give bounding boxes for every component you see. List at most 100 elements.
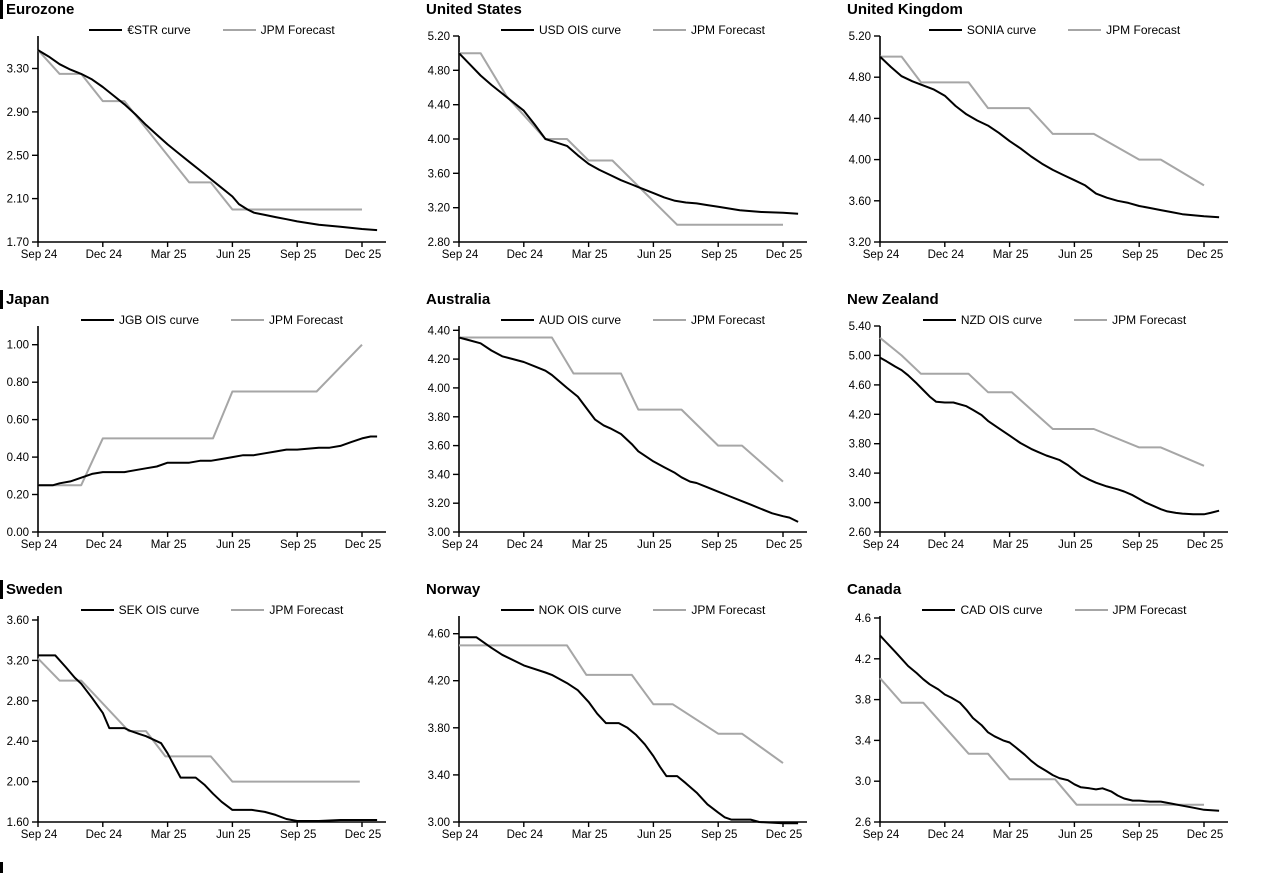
svg-text:Mar 25: Mar 25: [151, 249, 187, 261]
svg-text:2.90: 2.90: [7, 107, 29, 119]
svg-text:2.50: 2.50: [7, 150, 29, 162]
chart-legend: NOK OIS curve JPM Forecast: [459, 603, 807, 617]
svg-text:4.40: 4.40: [428, 100, 450, 112]
ois-curve-line-sample: [89, 29, 123, 31]
svg-text:Sep 25: Sep 25: [1122, 539, 1158, 551]
chart-sweden: Sweden SEK OIS curve JPM Forecast 1.60 2.…: [0, 580, 421, 873]
ois-curve-line-sample: [500, 609, 534, 611]
svg-text:Sep 25: Sep 25: [1122, 249, 1158, 261]
ois-curve-line-sample: [80, 319, 114, 321]
ois-curve-line-sample: [922, 609, 956, 611]
svg-text:4.40: 4.40: [849, 113, 871, 125]
svg-text:Sep 25: Sep 25: [701, 539, 737, 551]
svg-text:4.20: 4.20: [428, 354, 450, 366]
chart-japan: Japan JGB OIS curve JPM Forecast 0.00 0.2…: [0, 290, 421, 580]
svg-text:Sep 24: Sep 24: [21, 249, 58, 261]
svg-text:Mar 25: Mar 25: [151, 829, 187, 841]
svg-text:2.6: 2.6: [855, 817, 871, 829]
jpm-forecast-legend-label: JPM Forecast: [691, 603, 766, 617]
svg-text:4.80: 4.80: [428, 65, 450, 77]
svg-text:Dec 25: Dec 25: [1187, 539, 1223, 551]
jpm-forecast-line-sample: [653, 609, 687, 611]
svg-text:Mar 25: Mar 25: [993, 249, 1029, 261]
svg-text:Dec 24: Dec 24: [86, 829, 123, 841]
svg-text:3.40: 3.40: [428, 469, 450, 481]
chart-legend: NZD OIS curve JPM Forecast: [880, 313, 1229, 327]
svg-text:4.60: 4.60: [428, 629, 450, 641]
chart-title-row: United States: [421, 0, 842, 20]
svg-text:Mar 25: Mar 25: [572, 249, 608, 261]
jpm-forecast-line-sample: [1074, 319, 1108, 321]
svg-text:3.20: 3.20: [849, 237, 871, 249]
svg-text:Sep 24: Sep 24: [21, 829, 58, 841]
svg-text:0.00: 0.00: [7, 527, 29, 539]
svg-text:3.00: 3.00: [849, 498, 871, 510]
svg-text:3.60: 3.60: [428, 441, 450, 453]
svg-text:4.20: 4.20: [849, 409, 871, 421]
svg-text:Dec 24: Dec 24: [507, 539, 544, 551]
jpm-forecast-line-sample: [1068, 29, 1102, 31]
svg-text:Dec 24: Dec 24: [928, 829, 965, 841]
svg-text:1.70: 1.70: [7, 237, 29, 249]
jpm-forecast-legend-label: JPM Forecast: [260, 23, 335, 37]
svg-text:2.80: 2.80: [428, 237, 450, 249]
svg-text:Sep 24: Sep 24: [863, 249, 900, 261]
svg-text:Mar 25: Mar 25: [993, 829, 1029, 841]
jpm-forecast-legend-label: JPM Forecast: [269, 313, 344, 327]
chart-australia: Australia AUD OIS curve JPM Forecast 3.0…: [421, 290, 842, 580]
svg-text:4.2: 4.2: [855, 654, 871, 666]
plot-area-japan: 0.00 0.20 0.40 0.60 0.80 1.00 Sep 24 Dec 24 Mar …: [7, 326, 386, 551]
svg-text:Jun 25: Jun 25: [216, 539, 251, 551]
chart-title: United States: [426, 1, 522, 18]
chart-title-row: Canada: [842, 580, 1264, 600]
chart-title: Sweden: [6, 581, 63, 598]
svg-text:Sep 25: Sep 25: [701, 249, 737, 261]
chart-united-states: United States USD OIS curve JPM Forecast…: [421, 0, 842, 290]
svg-text:2.80: 2.80: [7, 696, 29, 708]
chart-eurozone: Eurozone €STR curve JPM Forecast 1.70 2.1…: [0, 0, 421, 290]
ois-curve-legend-label: €STR curve: [127, 23, 191, 37]
svg-text:4.00: 4.00: [849, 155, 871, 167]
ois-curve-legend-label: SEK OIS curve: [118, 603, 200, 617]
svg-text:4.60: 4.60: [849, 380, 871, 392]
svg-text:4.40: 4.40: [428, 325, 450, 337]
svg-text:1.60: 1.60: [7, 817, 29, 829]
svg-text:Dec 24: Dec 24: [507, 829, 544, 841]
ois-curve-legend-label: USD OIS curve: [538, 23, 621, 37]
svg-text:1.00: 1.00: [7, 340, 29, 352]
svg-text:3.60: 3.60: [849, 196, 871, 208]
svg-text:Dec 25: Dec 25: [1187, 829, 1223, 841]
plot-area-united-states: 2.80 3.20 3.60 4.00 4.40 4.80 5.20 Sep 24 Dec 24…: [428, 31, 807, 261]
svg-text:4.20: 4.20: [428, 676, 450, 688]
chart-legend: SONIA curve JPM Forecast: [880, 23, 1229, 37]
chart-title: Australia: [426, 291, 491, 308]
plot-area-eurozone: 1.70 2.10 2.50 2.90 3.30 Sep 24 Dec 24 Mar 25 Ju…: [7, 36, 386, 261]
jpm-forecast-line-sample: [653, 29, 686, 31]
jpm-forecast-line-sample: [1074, 609, 1108, 611]
plot-area-new-zealand: 2.60 3.00 3.40 3.80 4.20 4.60 5.00 5.40 Sep 24 De…: [849, 321, 1228, 551]
ois-curve-legend-label: CAD OIS curve: [960, 603, 1043, 617]
svg-text:Sep 24: Sep 24: [442, 829, 479, 841]
svg-text:Sep 24: Sep 24: [442, 539, 479, 551]
svg-text:0.40: 0.40: [7, 452, 29, 464]
chart-united-kingdom: United Kingdom SONIA curve JPM Forecast …: [842, 0, 1264, 290]
svg-text:Mar 25: Mar 25: [572, 539, 608, 551]
jpm-forecast-legend-label: JPM Forecast: [1106, 23, 1181, 37]
svg-text:2.40: 2.40: [7, 736, 29, 748]
chart-legend: CAD OIS curve JPM Forecast: [880, 603, 1229, 617]
svg-text:Jun 25: Jun 25: [216, 829, 251, 841]
svg-text:Dec 24: Dec 24: [928, 249, 965, 261]
svg-text:3.00: 3.00: [428, 817, 450, 829]
svg-text:3.20: 3.20: [7, 655, 29, 667]
title-bar: [0, 0, 3, 19]
svg-text:Dec 25: Dec 25: [345, 249, 381, 261]
jpm-forecast-legend-label: JPM Forecast: [691, 313, 766, 327]
svg-text:Sep 24: Sep 24: [863, 539, 900, 551]
plot-area-canada: 2.6 3.0 3.4 3.8 4.2 4.6 Sep 24 Dec 24 Mar 25 Jun …: [855, 613, 1228, 841]
next-section-title-bar: [0, 862, 3, 873]
svg-text:3.40: 3.40: [849, 468, 871, 480]
plot-area-sweden: 1.60 2.00 2.40 2.80 3.20 3.60 Sep 24 Dec 24 Mar …: [7, 615, 386, 841]
chart-legend: SEK OIS curve JPM Forecast: [38, 603, 386, 617]
svg-text:Jun 25: Jun 25: [1058, 249, 1093, 261]
